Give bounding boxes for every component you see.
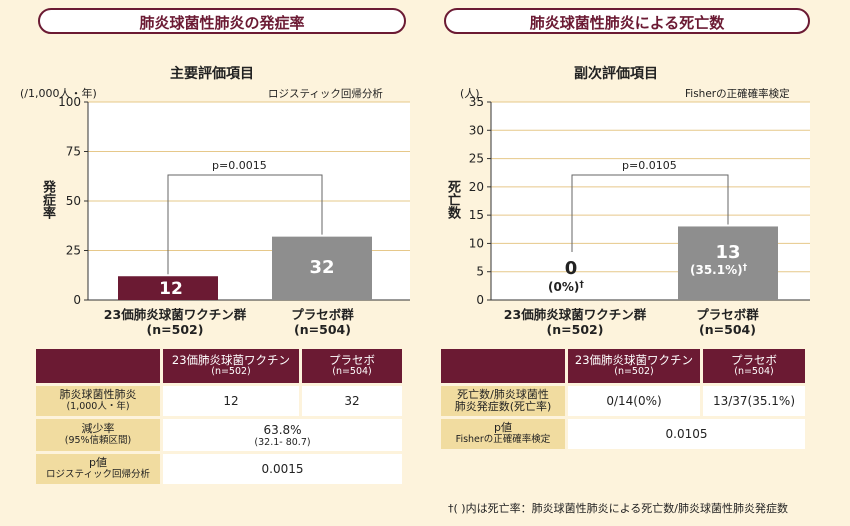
merged-line1: 63.8%	[263, 422, 302, 437]
y-tick-label: 25	[469, 152, 484, 166]
table-corner	[441, 349, 565, 383]
right-bar-label-vaccine-pct: (0%)†	[548, 280, 608, 294]
row-label-line1: p値	[494, 421, 512, 434]
y-tick-label: 50	[66, 194, 81, 208]
table-header: プラセボ (n=504)	[703, 349, 805, 383]
right-analysis-note: Fisherの正確確率検定	[685, 88, 790, 100]
y-tick-label: 25	[66, 244, 81, 258]
left-p-label: p=0.0015	[212, 159, 267, 172]
group-n: (n=502)	[146, 322, 204, 337]
y-tick-label: 30	[469, 123, 484, 137]
right-p-label: p=0.0105	[622, 159, 677, 172]
header-line1: プラセボ	[329, 353, 375, 367]
row-label: 死亡数/肺炎球菌性 肺炎発症数(死亡率)	[441, 386, 565, 416]
left-panel-title: 肺炎球菌性肺炎の発症率	[38, 8, 406, 34]
y-tick-label: 100	[58, 95, 81, 109]
left-bar-label-vaccine: 12	[159, 279, 183, 299]
left-bar-label-placebo: 32	[309, 257, 335, 278]
y-tick-label: 75	[66, 145, 81, 159]
row-label-line1: 肺炎球菌性肺炎	[59, 388, 137, 401]
left-results-table: 23価肺炎球菌ワクチン (n=502) プラセボ (n=504) 肺炎球菌性肺炎 (1…	[33, 346, 405, 487]
y-tick-label: 0	[73, 293, 81, 307]
table-cell-merged: 0.0015	[163, 454, 402, 484]
right-bar-label-placebo-pct: (35.1%)†	[690, 263, 780, 277]
right-group-placebo: プラセボ群 (n=504)	[675, 307, 780, 337]
table-cell-merged: 0.0105	[568, 419, 805, 449]
footnote: †( )内は死亡率：肺炎球菌性肺炎による死亡数/肺炎球菌性肺炎発症数	[448, 502, 788, 515]
row-label-line2: 肺炎発症数(死亡率)	[454, 400, 552, 413]
group-n: (n=504)	[699, 322, 756, 337]
left-ylabel: 発症率	[40, 180, 55, 219]
header-line1: 23価肺炎球菌ワクチン	[171, 353, 291, 367]
p-value-bracket	[571, 174, 729, 252]
group-name: 23価肺炎球菌ワクチン群	[103, 307, 247, 322]
y-tick-label: 20	[469, 180, 484, 194]
right-chart: 0 5 10 15 20 25 30 35	[469, 95, 810, 307]
table-header: 23価肺炎球菌ワクチン (n=502)	[568, 349, 700, 383]
table-header: プラセボ (n=504)	[302, 349, 402, 383]
p-value-bracket	[167, 174, 323, 275]
table-cell: 0/14(0%)	[568, 386, 700, 416]
row-label-line2: (1,000人・年)	[66, 401, 130, 412]
merged-line2: (32.1- 80.7)	[254, 436, 311, 448]
y-tick-label: 35	[469, 95, 484, 109]
table-cell: 13/37(35.1%)	[703, 386, 805, 416]
table-header: 23価肺炎球菌ワクチン (n=502)	[163, 349, 299, 383]
header-line2: (n=504)	[332, 366, 372, 377]
header-line2: (n=502)	[614, 366, 654, 377]
right-ylabel: 死亡数	[445, 180, 460, 219]
left-group-placebo: プラセボ群 (n=504)	[270, 307, 375, 337]
row-label-line2: ロジスティック回帰分析	[46, 469, 150, 480]
header-line2: (n=504)	[734, 366, 774, 377]
row-label-line2: (95%信頼区間)	[64, 435, 132, 446]
bar	[272, 236, 372, 300]
table-cell-merged: 63.8% (32.1- 80.7)	[163, 419, 402, 451]
row-label-line1: p値	[89, 456, 107, 469]
bar	[678, 226, 778, 300]
right-bar-label-placebo-count: 13	[715, 242, 741, 263]
left-chart-title: 主要評価項目	[170, 66, 254, 82]
right-bar-label-vaccine-count: 0	[564, 258, 578, 279]
right-vaccine-pct: (0%)	[548, 280, 580, 294]
left-y-unit: (/1,000人・年)	[20, 87, 97, 100]
left-group-vaccine: 23価肺炎球菌ワクチン群 (n=502)	[90, 307, 260, 337]
header-line2: (n=502)	[211, 366, 251, 377]
group-name: プラセボ群	[291, 307, 354, 322]
group-n: (n=502)	[546, 322, 604, 337]
header-line1: 23価肺炎球菌ワクチン	[574, 353, 694, 367]
table-cell: 32	[302, 386, 402, 416]
table-corner	[36, 349, 160, 383]
group-name: プラセボ群	[696, 307, 759, 322]
right-results-table: 23価肺炎球菌ワクチン (n=502) プラセボ (n=504) 死亡数/肺炎球菌性…	[438, 346, 808, 452]
bar	[118, 276, 218, 300]
row-label: 減少率 (95%信頼区間)	[36, 419, 160, 451]
row-label: p値 ロジスティック回帰分析	[36, 454, 160, 484]
header-line1: プラセボ	[731, 353, 777, 367]
row-label: 肺炎球菌性肺炎 (1,000人・年)	[36, 386, 160, 416]
row-label-line2: Fisherの正確確率検定	[455, 434, 551, 445]
y-tick-label: 10	[469, 236, 484, 250]
table-cell: 12	[163, 386, 299, 416]
group-name: 23価肺炎球菌ワクチン群	[503, 307, 647, 322]
row-label-line1: 減少率	[81, 422, 115, 435]
right-placebo-pct: (35.1%)	[690, 263, 743, 277]
row-label: p値 Fisherの正確確率検定	[441, 419, 565, 449]
dagger-mark: †	[579, 280, 584, 290]
dagger-mark: †	[742, 263, 748, 273]
left-analysis-note: ロジスティック回帰分析	[268, 88, 383, 100]
left-chart: 0 25 50 75 100	[58, 95, 410, 307]
y-tick-label: 5	[476, 265, 484, 279]
right-y-unit: (人)	[460, 87, 480, 100]
y-tick-label: 0	[476, 293, 484, 307]
right-panel-title: 肺炎球菌性肺炎による死亡数	[444, 8, 810, 34]
group-n: (n=504)	[294, 322, 351, 337]
row-label-line1: 死亡数/肺炎球菌性	[457, 388, 549, 401]
right-group-vaccine: 23価肺炎球菌ワクチン群 (n=502)	[490, 307, 660, 337]
y-tick-label: 15	[469, 208, 484, 222]
right-chart-title: 副次評価項目	[574, 66, 658, 82]
